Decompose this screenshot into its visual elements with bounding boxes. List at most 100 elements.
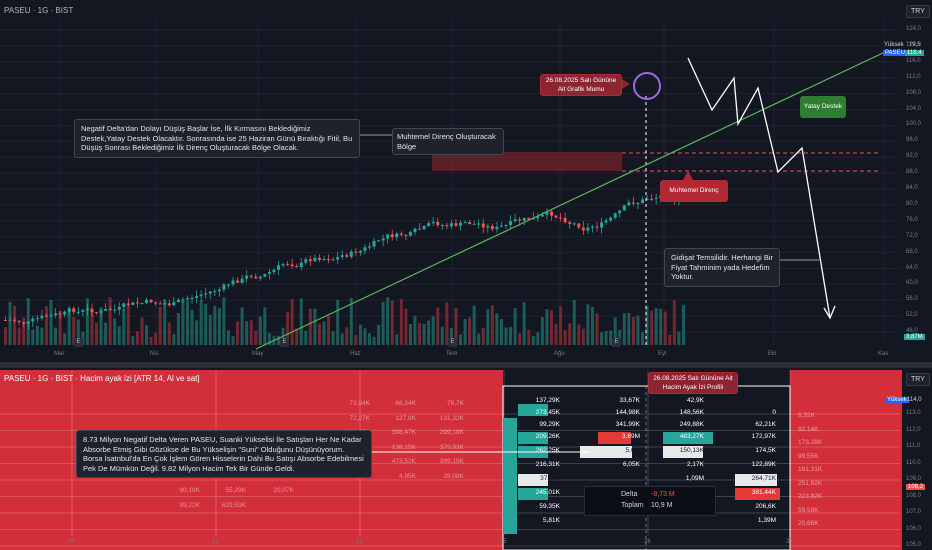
faint-cell: 398,47K [391, 429, 416, 436]
footprint-red-area-right [790, 370, 902, 550]
profile-cell: 249,88K [679, 421, 704, 428]
support-tag[interactable]: Yatay Destek [800, 96, 846, 118]
footprint-pane[interactable]: PASEU · 1G · BIST · Hacim ayak izi [ATR … [0, 368, 932, 550]
profile-cell: 148,56K [679, 409, 704, 416]
profile-cell: 245,01K [535, 489, 560, 496]
faint-cell: 72,27K [349, 414, 370, 422]
profile-cell: 59,35K [539, 503, 560, 510]
zone-note[interactable]: Muhtemel Direnç Oluşturacak Bölge [392, 128, 504, 155]
profile-cell: 150,13K [679, 447, 704, 454]
time-axis-label: 21 [212, 539, 219, 545]
price-axis-label: 88,0 [906, 169, 918, 176]
faint-cell: 90,18K [179, 487, 200, 494]
profile-cell: 137,29K [535, 397, 560, 404]
high-label: Yüksek [884, 42, 904, 48]
profile-date-tag[interactable]: 26.08.2025 Salı Gününe Ait Hacim Ayak İz… [648, 372, 738, 394]
path-disclaimer-note[interactable]: Gidişat Temsilidir. Herhangi Bir Fiyat T… [664, 248, 780, 287]
profile-cell: 99,29K [539, 421, 560, 428]
profile-cell: 264,71K [751, 475, 776, 482]
price-axis-label: 80,0 [906, 200, 918, 207]
price-axis-label: 112,0 [906, 73, 921, 80]
profile-cell: 206,6K [755, 503, 776, 510]
pane-divider[interactable] [0, 362, 932, 368]
faint-cell: 99,22K [179, 501, 200, 509]
faint-cell: 138,15K [391, 443, 416, 451]
date-tag[interactable]: 26.08.2025 Salı Gününe Ait Grafik Mumu [540, 74, 622, 96]
profile-cell: 62,21K [755, 421, 776, 428]
faint-cell: 99,55K [798, 452, 819, 460]
price-chart-canvas[interactable] [0, 0, 932, 362]
profile-cell: 5,6M [625, 447, 640, 454]
faint-cell: 28,08K [443, 472, 464, 480]
price-axis-label: 104,0 [906, 105, 922, 112]
faint-cell: 76,7K [447, 400, 464, 407]
delta-note[interactable]: 8.73 Milyon Negatif Delta Veren PASEU, S… [76, 430, 372, 478]
time-axis-label: 22 [356, 539, 363, 545]
price-axis-label: 105,0 [906, 542, 922, 548]
faint-cell: 6,32K [798, 412, 815, 419]
earnings-event-marker[interactable]: E [612, 338, 621, 347]
faint-cell: 389,19K [439, 458, 464, 465]
profile-cell: 381,44K [751, 489, 776, 496]
candles [4, 186, 685, 330]
resistance-tag[interactable]: Muhtemel Direnç [660, 180, 728, 202]
faint-cell: 20,66K [798, 520, 819, 527]
profile-cell: 174,5K [755, 447, 776, 454]
time-axis-label: May [252, 351, 264, 357]
price-chart-pane[interactable]: PASEU · 1G · BIST TRY Yüksek 119,5 PASEU… [0, 0, 932, 362]
candle-highlight-circle [633, 72, 661, 100]
delta-label: Delta [621, 491, 638, 498]
chart-title: PASEU · 1G · BIST [4, 6, 74, 15]
faint-cell: 137,8K [395, 414, 416, 422]
profile-cell: 1,39M [757, 517, 776, 524]
time-axis-label: 20 [68, 539, 75, 545]
profile-cell: 341,99K [615, 421, 640, 428]
time-axis-label: Ağu [554, 351, 565, 357]
faint-cell: 379,93K [439, 443, 464, 451]
price-axis-label: 56,0 [906, 296, 918, 303]
price-axis-label: 48,0 [906, 328, 918, 335]
price-axis-label: 64,0 [906, 264, 918, 271]
time-axis-label: Eki [768, 351, 777, 357]
profile-cell: 3,69M [621, 433, 640, 440]
earnings-event-marker[interactable]: E [448, 338, 457, 347]
faint-cell: 299,18K [439, 429, 464, 436]
faint-cell: 473,52K [391, 458, 416, 465]
faint-cell: 82,14K [798, 425, 819, 433]
faint-cell: 223,82K [798, 493, 823, 500]
price-axis-label: 109,0 [906, 476, 922, 482]
price-axis-label: 72,0 [906, 232, 918, 239]
delta-note[interactable]: Negatif Delta'dan Dolayı Düşüş Başlar İs… [74, 119, 360, 158]
faint-cell: 55,29K [225, 487, 246, 494]
projected-path [687, 57, 831, 319]
price-axis-label: 92,0 [906, 153, 918, 160]
profile-cell: 2,17K [687, 461, 704, 468]
profile-cell: 209,26K [535, 433, 560, 440]
faint-cell: 629,53K [221, 501, 246, 509]
profile-cell: 5,81K [543, 517, 560, 524]
profile-cell: 6,05K [623, 461, 640, 468]
currency-button[interactable]: TRY [906, 5, 930, 18]
faint-cell: 251,92K [798, 479, 823, 487]
volume-badge: 3,87M [904, 334, 925, 340]
currency-button[interactable]: TRY [906, 373, 930, 386]
high-value: 114,0 [907, 397, 922, 403]
price-axis-label: 112,0 [906, 426, 921, 433]
price-axis-label: 110,0 [906, 459, 921, 466]
faint-cell: 161,31K [798, 466, 823, 473]
time-axis-label: 27 [786, 539, 793, 545]
time-axis-label: 26 [644, 539, 651, 545]
footprint-title: PASEU · 1G · BIST · Hacim ayak izi [ATR … [4, 374, 200, 383]
earnings-event-marker[interactable]: E [74, 338, 83, 347]
price-axis-label: 116,0 [906, 57, 921, 64]
profile-cell: 273,45K [535, 409, 560, 416]
profile-cell: 1,09M [685, 475, 704, 482]
faint-cell: 131,32K [439, 414, 464, 422]
profile-cell: 262,25K [535, 447, 560, 454]
footprint-canvas[interactable] [0, 368, 932, 550]
price-axis-label: 120,0 [906, 41, 922, 48]
profile-cell: 42,9K [687, 397, 704, 404]
earnings-event-marker[interactable]: E [280, 338, 289, 347]
profile-box [502, 385, 791, 550]
profile-cell: 0 [772, 409, 776, 416]
